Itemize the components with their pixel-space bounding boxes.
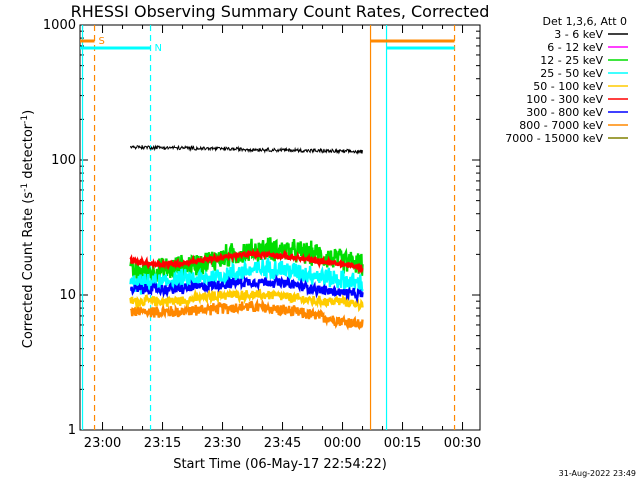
x-tick-label: 00:00 bbox=[324, 436, 361, 451]
x-tick-label: 23:30 bbox=[204, 436, 241, 451]
y-tick-label: 1 bbox=[68, 423, 76, 438]
legend-header: Det 1,3,6, Att 0 bbox=[543, 15, 627, 28]
series-line bbox=[129, 298, 364, 331]
x-tick-label: 00:15 bbox=[384, 436, 421, 451]
x-tick-label: 23:00 bbox=[84, 436, 121, 451]
x-tick-label: 00:30 bbox=[444, 436, 481, 451]
legend-label: 100 - 300 keV bbox=[526, 93, 603, 106]
legend-label: 300 - 800 keV bbox=[526, 106, 603, 119]
legend-label: 3 - 6 keV bbox=[554, 28, 603, 41]
series-line bbox=[129, 288, 364, 313]
y-axis-label: Corrected Count Rate (s-1 detector-1) bbox=[20, 110, 36, 348]
legend-label: 25 - 50 keV bbox=[540, 67, 603, 80]
y-tick-label: 10 bbox=[59, 288, 76, 303]
legend-label: 7000 - 15000 keV bbox=[505, 132, 603, 145]
series-line bbox=[129, 274, 364, 304]
chart-title: RHESSI Observing Summary Count Rates, Co… bbox=[71, 2, 490, 21]
plot-frame bbox=[79, 24, 481, 431]
plot-area: 1 10 100 1000 23:00 23:15 23:30 23:45 00:00 00:15… bbox=[43, 18, 481, 451]
legend-label: 6 - 12 keV bbox=[547, 41, 603, 54]
x-tick-label: 23:45 bbox=[264, 436, 301, 451]
x-tick-label: 23:15 bbox=[144, 436, 181, 451]
y-tick-label: 1000 bbox=[43, 18, 76, 33]
series-line bbox=[129, 257, 364, 295]
series-line bbox=[129, 237, 364, 284]
x-axis-label: Start Time (06-May-17 22:54:22) bbox=[173, 457, 387, 472]
flag-label: S bbox=[99, 36, 105, 47]
legend-label: 12 - 25 keV bbox=[540, 54, 603, 67]
y-tick-label: 100 bbox=[51, 153, 76, 168]
flag-label: N bbox=[155, 43, 162, 54]
y-axis-label-text: Corrected Count Rate (s-1 detector-1) bbox=[20, 110, 36, 348]
legend-label: 50 - 100 keV bbox=[533, 80, 603, 93]
series-line bbox=[129, 247, 364, 274]
series-line bbox=[130, 144, 363, 155]
legend-label: 800 - 7000 keV bbox=[519, 119, 603, 132]
footer-date: 31-Aug-2022 23:49 bbox=[559, 469, 636, 478]
